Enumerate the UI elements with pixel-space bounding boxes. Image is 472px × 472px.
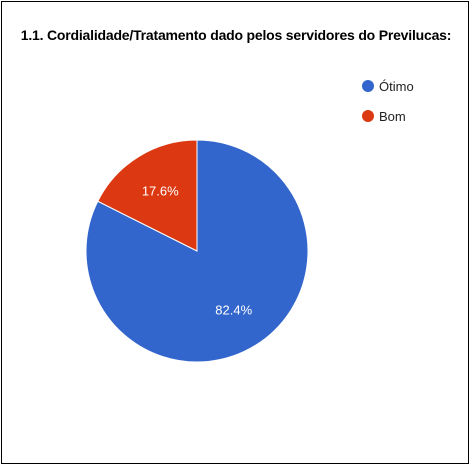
legend-item-bom[interactable]: Bom [362,109,406,124]
pie-slice-bom[interactable] [97,139,198,252]
legend: Ótimo Bom [362,79,414,124]
pie-slices [85,139,309,363]
legend-item-otimo[interactable]: Ótimo [362,79,414,94]
legend-marker-otimo [362,80,374,92]
legend-label-otimo: Ótimo [379,79,414,94]
slice-labels: 82.4% 17.6% [142,183,253,317]
chart-title: 1.1. Cordialidade/Tratamento dado pelos … [20,27,452,43]
slice-label-otimo: 82.4% [215,303,252,318]
slice-label-bom: 17.6% [142,183,179,198]
legend-marker-bom [362,110,374,122]
legend-label-bom: Bom [379,109,406,124]
